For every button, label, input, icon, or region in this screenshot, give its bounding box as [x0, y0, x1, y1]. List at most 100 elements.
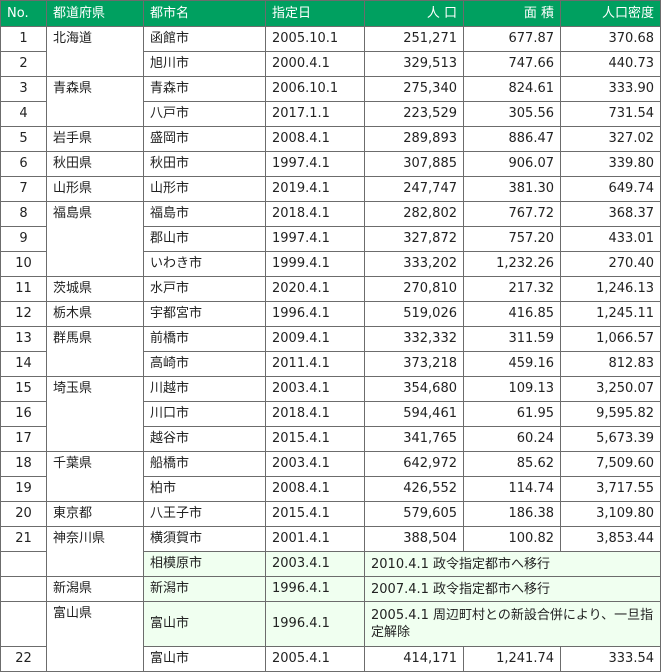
row-area: 60.24 — [463, 426, 561, 452]
row-no: 2 — [0, 51, 47, 77]
row-population: 247,747 — [364, 176, 464, 202]
row-city: 八戸市 — [143, 101, 266, 127]
table-row: 20 東京都 八王子市 2015.4.1 579,605 186.38 3,109.80 — [0, 501, 661, 527]
row-no: 8 — [0, 201, 47, 227]
row-no: 14 — [0, 351, 47, 377]
row-date: 1999.4.1 — [265, 251, 365, 277]
row-city: 秋田市 — [143, 151, 266, 177]
header-date: 指定日 — [265, 0, 365, 27]
row-prefecture: 岩手県 — [46, 126, 144, 152]
row-population: 289,893 — [364, 126, 464, 152]
row-prefecture: 福島県 — [46, 201, 144, 277]
row-city: 富山市 — [143, 646, 266, 672]
row-city: 福島市 — [143, 201, 266, 227]
row-date: 2003.4.1 — [265, 551, 365, 577]
row-density: 1,246.13 — [560, 276, 661, 302]
row-no-empty — [0, 551, 47, 577]
row-no: 19 — [0, 476, 47, 502]
row-date: 2009.4.1 — [265, 326, 365, 352]
row-density: 5,673.39 — [560, 426, 661, 452]
row-area: 85.62 — [463, 451, 561, 477]
row-area: 311.59 — [463, 326, 561, 352]
row-city: 山形市 — [143, 176, 266, 202]
row-population: 373,218 — [364, 351, 464, 377]
row-prefecture: 千葉県 — [46, 451, 144, 502]
row-density: 1,066.57 — [560, 326, 661, 352]
row-population: 594,461 — [364, 401, 464, 427]
row-date: 2005.10.1 — [265, 26, 365, 52]
table-row-migrated: 富山県 富山市 1996.4.1 2005.4.1 周辺町村との新設合併により、一旦指… — [0, 601, 661, 672]
row-population: 327,872 — [364, 226, 464, 252]
row-city: 旭川市 — [143, 51, 266, 77]
row-no: 1 — [0, 26, 47, 52]
row-area: 757.20 — [463, 226, 561, 252]
row-city: 盛岡市 — [143, 126, 266, 152]
header-no: No. — [0, 0, 47, 27]
table-row: 8 福島県 福島市 2018.4.1 282,802 767.72 368.37 — [0, 201, 661, 277]
row-area: 906.07 — [463, 151, 561, 177]
header-density: 人口密度 — [560, 0, 661, 27]
row-no: 15 — [0, 376, 47, 402]
row-no: 7 — [0, 176, 47, 202]
row-date: 1997.4.1 — [265, 151, 365, 177]
header-row: No. 都道府県 都市名 指定日 人 口 面 積 人口密度 — [0, 0, 661, 27]
row-density: 7,509.60 — [560, 451, 661, 477]
row-density: 3,853.44 — [560, 526, 661, 552]
row-population: 388,504 — [364, 526, 464, 552]
row-date: 1997.4.1 — [265, 226, 365, 252]
row-note: 2007.4.1 政令指定都市へ移行 — [364, 576, 661, 602]
row-density: 3,109.80 — [560, 501, 661, 527]
row-city: 川口市 — [143, 401, 266, 427]
row-date: 2006.10.1 — [265, 76, 365, 102]
row-city: 相模原市 — [143, 551, 266, 577]
table-row: 5 岩手県 盛岡市 2008.4.1 289,893 886.47 327.02 — [0, 126, 661, 152]
row-prefecture: 富山県 — [46, 601, 144, 672]
row-city: 横須賀市 — [143, 526, 266, 552]
row-date: 2001.4.1 — [265, 526, 365, 552]
row-no: 10 — [0, 251, 47, 277]
row-density: 1,245.11 — [560, 301, 661, 327]
table-row: 6 秋田県 秋田市 1997.4.1 307,885 906.07 339.80 — [0, 151, 661, 177]
row-no-empty — [0, 601, 47, 647]
row-no: 5 — [0, 126, 47, 152]
row-density: 333.90 — [560, 76, 661, 102]
row-city: 青森市 — [143, 76, 266, 102]
row-no: 4 — [0, 101, 47, 127]
row-date: 2017.1.1 — [265, 101, 365, 127]
table-row: 9 郡山市 1997.4.1 327,872 757.20 433.01 — [0, 226, 661, 252]
row-density: 270.40 — [560, 251, 661, 277]
row-city: 郡山市 — [143, 226, 266, 252]
row-population: 354,680 — [364, 376, 464, 402]
row-area: 1,232.26 — [463, 251, 561, 277]
row-city: 水戸市 — [143, 276, 266, 302]
row-city: 富山市 — [143, 601, 266, 647]
row-date: 2015.4.1 — [265, 426, 365, 452]
row-city: 越谷市 — [143, 426, 266, 452]
row-city: 八王子市 — [143, 501, 266, 527]
row-area: 381.30 — [463, 176, 561, 202]
row-city: 船橋市 — [143, 451, 266, 477]
row-area: 459.16 — [463, 351, 561, 377]
row-population: 519,026 — [364, 301, 464, 327]
row-area: 416.85 — [463, 301, 561, 327]
row-area: 100.82 — [463, 526, 561, 552]
row-prefecture: 新潟県 — [46, 576, 144, 602]
header-area: 面 積 — [463, 0, 561, 27]
row-date: 2008.4.1 — [265, 476, 365, 502]
row-date: 2005.4.1 — [265, 646, 365, 672]
row-area: 109.13 — [463, 376, 561, 402]
row-area: 114.74 — [463, 476, 561, 502]
row-area: 767.72 — [463, 201, 561, 227]
table-row: 4 八戸市 2017.1.1 223,529 305.56 731.54 — [0, 101, 661, 127]
row-prefecture: 青森県 — [46, 76, 144, 127]
row-area: 217.32 — [463, 276, 561, 302]
row-date: 2018.4.1 — [265, 201, 365, 227]
row-population: 579,605 — [364, 501, 464, 527]
row-date: 2000.4.1 — [265, 51, 365, 77]
table-row: 7 山形県 山形市 2019.4.1 247,747 381.30 649.74 — [0, 176, 661, 202]
row-no: 18 — [0, 451, 47, 477]
row-date: 2019.4.1 — [265, 176, 365, 202]
row-population: 332,332 — [364, 326, 464, 352]
row-population: 426,552 — [364, 476, 464, 502]
row-population: 251,271 — [364, 26, 464, 52]
